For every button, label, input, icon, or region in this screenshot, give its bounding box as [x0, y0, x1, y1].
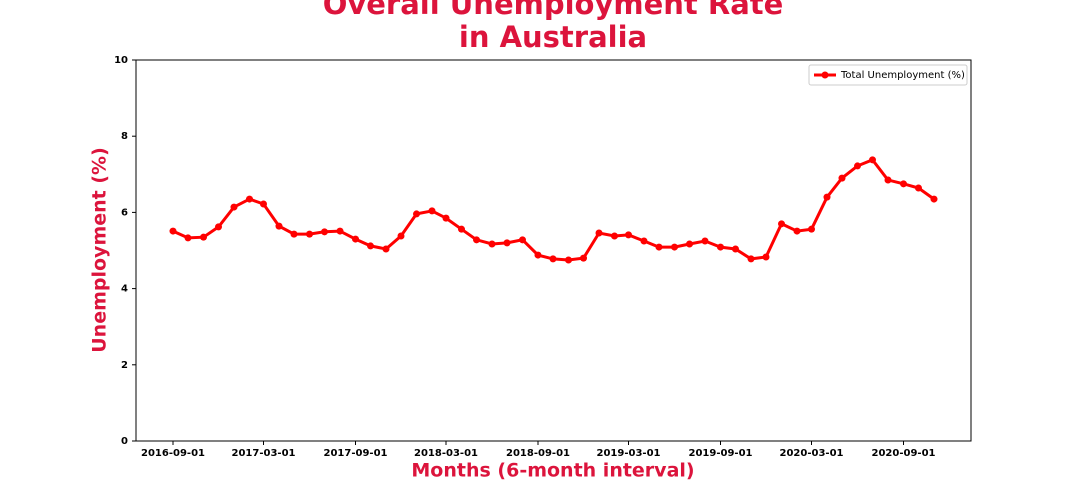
y-tick-label: 6: [121, 207, 128, 218]
y-tick-label: 4: [121, 284, 128, 295]
y-tick-label: 0: [121, 436, 128, 447]
point: [230, 203, 238, 211]
point: [625, 231, 632, 239]
legend-box: [808, 64, 968, 86]
point: [838, 174, 846, 182]
point: [382, 245, 390, 253]
plot-frame: [135, 59, 972, 442]
point: [808, 225, 815, 233]
x-tick-label: 2020-03-01: [780, 448, 844, 459]
point: [503, 239, 511, 247]
point: [275, 222, 283, 230]
x-tick-label: 2016-09-01: [141, 448, 205, 459]
x-tick-label: 2019-09-01: [689, 448, 753, 459]
point: [580, 254, 587, 262]
point: [184, 234, 192, 242]
point: [306, 230, 313, 238]
point: [655, 243, 663, 251]
point: [352, 235, 359, 243]
x-tick-label: 2020-09-01: [872, 448, 936, 459]
point: [823, 193, 831, 201]
point: [473, 236, 480, 244]
point: [884, 176, 892, 184]
point: [321, 228, 328, 236]
point: [900, 180, 907, 188]
point: [367, 242, 374, 250]
chart-title: Overall Unemployment Rate in Australia: [322, 0, 784, 54]
point: [336, 227, 344, 235]
point: [260, 200, 267, 208]
point: [762, 253, 770, 261]
point: [701, 237, 709, 245]
x-tick-label: 2017-09-01: [324, 448, 388, 459]
point: [793, 227, 801, 235]
point: [595, 229, 603, 237]
x-tick-label: 2018-03-01: [414, 448, 478, 459]
point: [854, 162, 861, 170]
x-tick-label: 2019-03-01: [597, 448, 661, 459]
point: [640, 237, 648, 245]
point: [246, 195, 253, 203]
point: [458, 225, 465, 233]
point: [442, 214, 450, 222]
point: [428, 207, 436, 215]
point: [290, 230, 298, 238]
point: [565, 256, 572, 264]
point: [686, 240, 693, 248]
point: [611, 232, 618, 240]
point: [519, 236, 526, 244]
point: [488, 240, 496, 248]
point: [732, 245, 739, 253]
point: [869, 156, 876, 164]
x-tick-label: 2018-09-01: [506, 448, 570, 459]
y-tick-label: 2: [121, 360, 128, 371]
point: [747, 255, 755, 263]
point: [930, 195, 938, 203]
point: [397, 232, 405, 240]
point: [200, 233, 207, 241]
y-axis-label: Unemployment (%): [89, 147, 111, 353]
x-axis-label: Months (6-month interval): [411, 460, 694, 482]
point: [717, 243, 724, 251]
y-tick-label: 8: [121, 131, 128, 142]
point: [915, 184, 922, 192]
point: [778, 220, 785, 228]
legend-marker: [821, 71, 829, 79]
point: [169, 227, 177, 235]
point: [215, 223, 222, 231]
point: [534, 251, 542, 259]
point: [413, 210, 420, 218]
y-tick-label: 10: [114, 55, 128, 66]
point: [549, 255, 557, 263]
x-tick-label: 2017-03-01: [232, 448, 296, 459]
line: [172, 157, 935, 262]
legend-label: Total Unemployment (%): [840, 70, 965, 81]
point: [671, 243, 678, 251]
